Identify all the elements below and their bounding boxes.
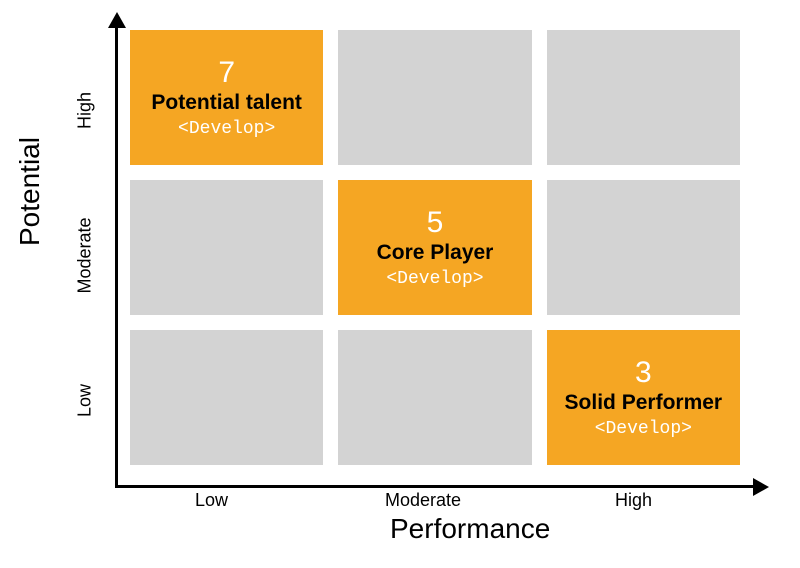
cell-moderate-high [547,180,740,315]
y-axis-arrow-icon [108,12,126,28]
x-tick-low: Low [195,490,228,511]
cell-low-high: 3 Solid Performer <Develop> [547,330,740,465]
cell-title: Core Player [377,241,494,264]
y-axis-label: Potential [14,137,46,246]
cell-number: 7 [218,56,235,89]
cell-low-moderate [338,330,531,465]
cell-action: <Develop> [386,269,483,289]
cell-title: Potential talent [151,91,302,114]
x-tick-high: High [615,490,652,511]
y-axis-line [115,20,118,485]
cell-high-high [547,30,740,165]
cell-moderate-low [130,180,323,315]
y-tick-moderate: Moderate [75,206,96,306]
cell-title: Solid Performer [565,391,723,414]
cell-high-moderate [338,30,531,165]
y-tick-low: Low [75,351,96,451]
x-axis-label: Performance [390,513,550,545]
cell-high-low: 7 Potential talent <Develop> [130,30,323,165]
x-tick-moderate: Moderate [385,490,461,511]
cell-action: <Develop> [595,419,692,439]
x-axis-arrow-icon [753,478,769,496]
cell-moderate-moderate: 5 Core Player <Develop> [338,180,531,315]
y-tick-high: High [75,61,96,161]
matrix-grid: 7 Potential talent <Develop> 5 Core Play… [130,30,740,465]
cell-action: <Develop> [178,119,275,139]
x-axis-line [115,485,755,488]
cell-low-low [130,330,323,465]
cell-number: 3 [635,356,652,389]
nine-box-matrix: Potential Performance High Moderate Low … [40,20,760,540]
cell-number: 5 [427,206,444,239]
